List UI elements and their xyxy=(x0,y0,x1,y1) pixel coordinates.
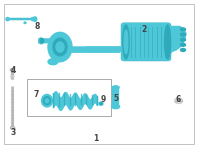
Ellipse shape xyxy=(180,38,186,41)
Text: 6: 6 xyxy=(175,95,181,105)
Text: 3: 3 xyxy=(10,128,16,137)
Bar xyxy=(27,79,111,116)
Text: 4: 4 xyxy=(10,66,16,75)
Ellipse shape xyxy=(123,25,129,59)
Ellipse shape xyxy=(124,30,128,54)
FancyBboxPatch shape xyxy=(11,70,14,80)
Text: 9: 9 xyxy=(100,95,106,105)
Text: 2: 2 xyxy=(141,25,147,34)
Ellipse shape xyxy=(53,38,67,56)
Ellipse shape xyxy=(99,102,103,105)
Ellipse shape xyxy=(180,28,186,31)
Ellipse shape xyxy=(39,38,43,44)
FancyBboxPatch shape xyxy=(11,86,14,128)
Ellipse shape xyxy=(56,42,64,52)
Ellipse shape xyxy=(180,33,186,36)
Ellipse shape xyxy=(6,17,9,21)
Ellipse shape xyxy=(55,39,69,54)
Ellipse shape xyxy=(11,126,15,129)
Ellipse shape xyxy=(10,69,14,71)
Ellipse shape xyxy=(165,25,171,59)
Ellipse shape xyxy=(31,17,35,21)
FancyBboxPatch shape xyxy=(38,38,64,43)
FancyBboxPatch shape xyxy=(121,23,171,61)
Ellipse shape xyxy=(24,22,26,24)
Ellipse shape xyxy=(11,76,14,77)
FancyBboxPatch shape xyxy=(58,46,120,53)
Ellipse shape xyxy=(48,32,72,62)
Polygon shape xyxy=(168,26,186,57)
Ellipse shape xyxy=(33,17,37,21)
Text: 1: 1 xyxy=(93,134,99,143)
Ellipse shape xyxy=(112,86,119,89)
Ellipse shape xyxy=(45,99,49,103)
Ellipse shape xyxy=(180,43,186,46)
Ellipse shape xyxy=(176,99,181,102)
Ellipse shape xyxy=(42,95,52,107)
FancyBboxPatch shape xyxy=(112,87,119,107)
Text: 5: 5 xyxy=(113,94,119,103)
Ellipse shape xyxy=(40,39,44,43)
Ellipse shape xyxy=(11,127,14,129)
Ellipse shape xyxy=(100,103,102,105)
Ellipse shape xyxy=(112,105,120,109)
Polygon shape xyxy=(6,18,34,20)
Ellipse shape xyxy=(175,98,182,103)
Text: 8: 8 xyxy=(34,22,40,31)
Ellipse shape xyxy=(48,59,58,65)
Ellipse shape xyxy=(178,100,180,101)
Text: 7: 7 xyxy=(33,90,39,99)
Ellipse shape xyxy=(44,97,50,105)
FancyBboxPatch shape xyxy=(86,46,129,52)
Ellipse shape xyxy=(180,49,186,51)
